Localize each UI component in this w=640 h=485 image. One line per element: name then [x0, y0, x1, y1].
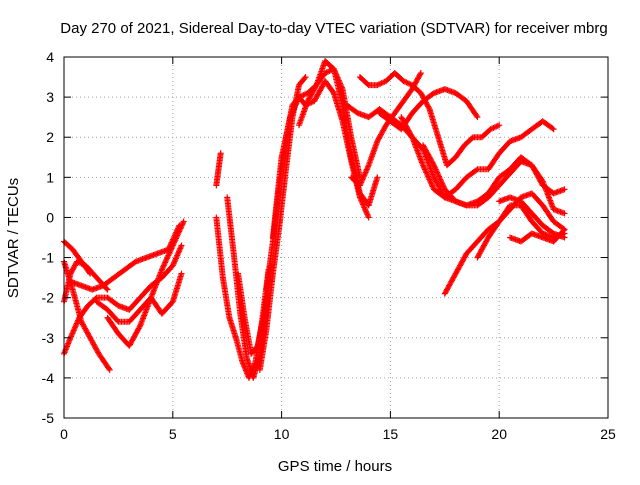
x-axis-ticks: 0 5 10 15 20 25	[60, 57, 616, 442]
y-tick-label: -2	[42, 290, 55, 306]
y-axis-label: SDTVAR / TECUs	[5, 178, 22, 298]
series-5	[93, 270, 185, 325]
series-20	[420, 142, 568, 217]
data-point	[550, 126, 557, 133]
y-tick-label: 3	[46, 89, 54, 105]
data-point	[473, 112, 480, 119]
data-point	[417, 70, 424, 77]
data-point	[549, 125, 556, 132]
data-point	[178, 270, 185, 277]
x-tick-label: 0	[60, 426, 68, 442]
data-point	[180, 218, 187, 225]
y-axis-ticks: -5 -4 -3 -2 -1 0 1 2 3 4	[42, 49, 608, 426]
y-tick-label: -1	[42, 250, 55, 266]
series-24	[496, 194, 568, 241]
x-tick-label: 5	[169, 426, 177, 442]
data-point	[561, 234, 568, 241]
x-tick-label: 20	[491, 426, 507, 442]
y-tick-label: -5	[42, 410, 55, 426]
data-points	[61, 58, 568, 381]
series-3	[61, 238, 94, 277]
series-7	[213, 150, 224, 189]
chart-title: Day 270 of 2021, Sidereal Day-to-day VTE…	[60, 20, 607, 37]
data-point	[474, 114, 481, 121]
data-point	[217, 150, 224, 157]
data-point	[408, 132, 415, 139]
x-tick-label: 25	[600, 426, 616, 442]
y-tick-label: 4	[46, 49, 54, 65]
data-point	[430, 160, 437, 167]
series-18	[376, 86, 481, 133]
y-tick-label: -3	[42, 330, 55, 346]
data-point	[374, 174, 381, 181]
plot-frame	[63, 56, 609, 419]
data-point	[425, 104, 432, 111]
data-point	[561, 226, 568, 233]
data-point	[86, 269, 93, 276]
y-tick-label: 0	[46, 209, 54, 225]
data-point	[104, 286, 111, 293]
series-9	[224, 194, 270, 381]
series-14	[296, 58, 381, 209]
x-tick-label: 15	[383, 426, 399, 442]
series-6	[104, 218, 187, 349]
data-point	[560, 227, 567, 234]
data-point	[496, 122, 503, 129]
y-tick-label: -4	[42, 370, 55, 386]
data-point	[365, 214, 372, 221]
data-point	[136, 324, 143, 331]
data-point	[253, 343, 260, 350]
data-point	[417, 71, 424, 78]
data-point	[329, 88, 336, 95]
data-point	[561, 210, 568, 217]
data-point	[561, 186, 568, 193]
y-tick-label: 2	[46, 129, 54, 145]
x-tick-label: 10	[274, 426, 290, 442]
data-point	[312, 83, 319, 90]
series-16	[356, 70, 503, 169]
data-point	[92, 295, 99, 302]
data-point	[87, 270, 94, 277]
data-point	[106, 366, 113, 373]
data-point	[302, 74, 309, 81]
data-point	[473, 167, 480, 174]
x-axis-label: GPS time / hours	[278, 458, 392, 475]
y-tick-label: 1	[46, 169, 54, 185]
data-point	[178, 242, 185, 249]
data-point	[105, 365, 112, 372]
series-2	[61, 258, 113, 373]
data-point	[103, 285, 110, 292]
data-point	[301, 75, 308, 82]
series-19	[398, 114, 557, 201]
